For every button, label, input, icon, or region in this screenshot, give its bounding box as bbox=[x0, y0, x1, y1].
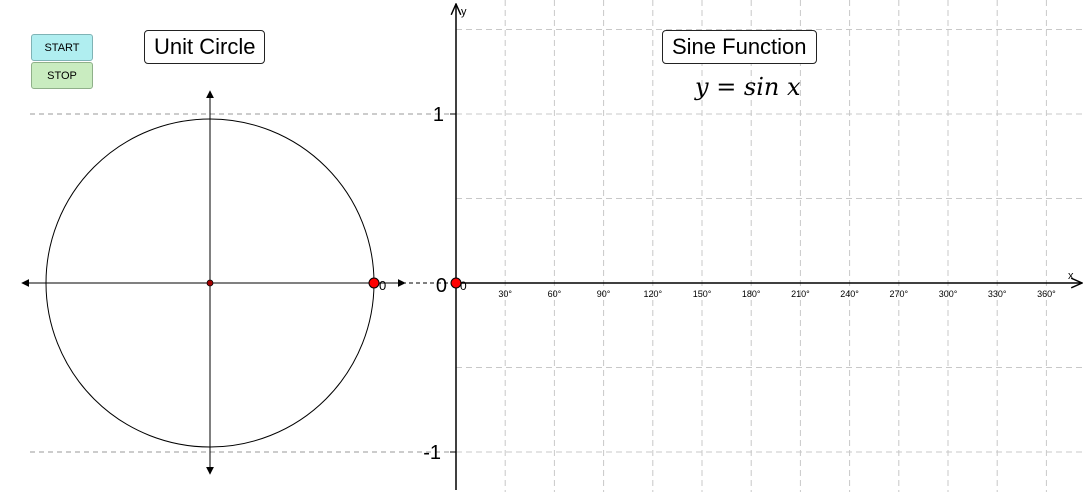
circle-moving-point[interactable] bbox=[368, 277, 380, 289]
sine-grid bbox=[456, 0, 1086, 492]
origin-label: 0 bbox=[460, 279, 467, 293]
x-tick-labels: 30° 60° 90° 120° 150° 180° 210° 240° 270° 300° 330… bbox=[498, 289, 1056, 299]
x-tick-label: 150° bbox=[693, 289, 712, 299]
x-tick-label: 90° bbox=[597, 289, 611, 299]
x-tick-label: 270° bbox=[889, 289, 908, 299]
x-tick-label: 120° bbox=[643, 289, 662, 299]
x-tick-label: 210° bbox=[791, 289, 810, 299]
x-tick-label: 300° bbox=[939, 289, 958, 299]
x-tick-label: 180° bbox=[742, 289, 761, 299]
x-tick-label: 30° bbox=[498, 289, 512, 299]
y-tick-label-minus-1: -1 bbox=[423, 442, 441, 464]
y-tick-label-1: 1 bbox=[433, 104, 444, 126]
sine-function-title: Sine Function bbox=[662, 30, 817, 64]
sine-formula: y = sin x bbox=[695, 73, 801, 101]
y-tick-label-0: 0 bbox=[436, 275, 447, 297]
x-tick-label: 360° bbox=[1037, 289, 1056, 299]
x-tick-label: 240° bbox=[840, 289, 859, 299]
x-axis-label: x bbox=[1068, 270, 1074, 282]
circle-point-label: 0 bbox=[379, 278, 386, 293]
y-axis-label: y bbox=[461, 6, 467, 18]
start-button[interactable]: START bbox=[31, 34, 93, 61]
unit-circle-title: Unit Circle bbox=[144, 30, 266, 64]
x-tick-label: 60° bbox=[548, 289, 562, 299]
circle-center-point bbox=[206, 279, 214, 287]
sine-moving-point[interactable] bbox=[450, 277, 462, 289]
x-tick-label: 330° bbox=[988, 289, 1007, 299]
stop-button[interactable]: STOP bbox=[31, 62, 93, 89]
